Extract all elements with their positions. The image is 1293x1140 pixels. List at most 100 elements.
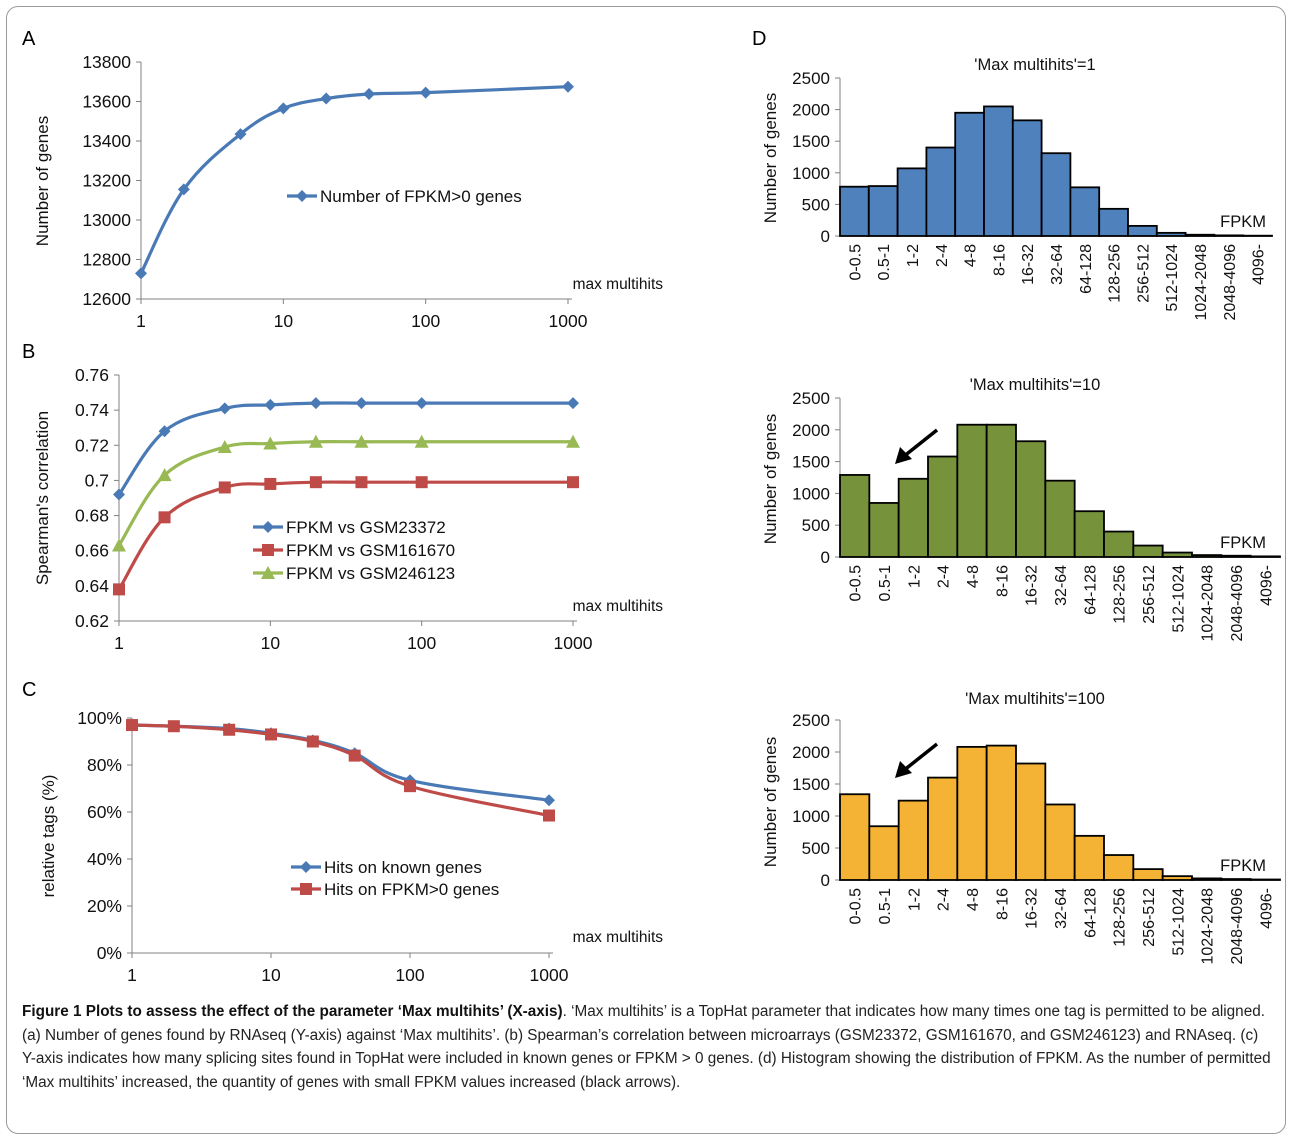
y-tick-label: 1500: [792, 775, 830, 794]
bar: [956, 745, 988, 881]
bar: [897, 799, 929, 881]
y-axis-label: relative tags (%): [39, 775, 58, 898]
bar: [868, 502, 900, 558]
y-tick-label: 13600: [82, 92, 131, 112]
data-point: [223, 723, 236, 736]
bar: [839, 474, 871, 558]
data-point: [167, 720, 180, 733]
x-tick-label: 1024-2048: [1193, 244, 1210, 321]
x-tick-label: 1-2: [906, 565, 923, 588]
figure-canvas: A B C D 12600128001300013200134001360013…: [22, 28, 1281, 985]
y-tick-label: 2500: [792, 389, 830, 408]
figure-frame: [6, 6, 1286, 1134]
data-point: [309, 397, 322, 410]
bar: [1069, 186, 1101, 237]
y-tick-label: 2000: [792, 421, 830, 440]
data-point: [566, 434, 580, 448]
bar: [1161, 551, 1193, 558]
y-tick-label: 0.76: [75, 365, 109, 385]
x-tick-label: 4-8: [963, 244, 980, 267]
bar: [1155, 231, 1187, 237]
data-point: [543, 794, 555, 807]
bar: [1213, 234, 1245, 237]
legend-marker: [300, 861, 312, 873]
series-line: [131, 723, 550, 802]
data-point: [217, 440, 232, 454]
panel-label-c: C: [22, 679, 36, 701]
data-point: [354, 434, 369, 448]
data-point: [158, 511, 171, 524]
x-tick-label: 10: [261, 633, 281, 653]
data-point: [265, 728, 277, 741]
data-point: [264, 398, 277, 411]
data-point: [414, 434, 429, 448]
bar: [868, 825, 900, 881]
legend-marker: [300, 883, 312, 895]
x-axis-label: FPKM: [1220, 534, 1266, 552]
legend-label: Hits on FPKM>0 genes: [324, 880, 499, 899]
y-tick-label: 12800: [82, 250, 131, 270]
y-tick-label: 0.66: [75, 541, 109, 561]
arrow-shaft: [901, 428, 939, 459]
x-tick-label: 512-1024: [1164, 244, 1181, 312]
bar: [1073, 834, 1105, 881]
x-tick-label: 32-64: [1049, 244, 1066, 285]
data-point: [309, 476, 322, 489]
data-point: [348, 749, 361, 762]
bar: [1191, 554, 1223, 558]
x-tick-label: 1024-2048: [1200, 565, 1217, 642]
data-point: [320, 92, 333, 105]
bar: [1098, 207, 1129, 237]
data-point: [177, 183, 190, 196]
y-tick-label: 500: [802, 195, 830, 214]
arrow-shaft: [901, 742, 939, 773]
bar: [956, 423, 988, 558]
y-tick-label: 2000: [792, 101, 830, 120]
x-tick-label: 128-256: [1112, 888, 1129, 947]
y-axis-label: Number of genes: [761, 93, 780, 223]
bar: [1191, 877, 1223, 881]
x-tick-label: 0-0.5: [848, 565, 865, 602]
x-tick-label: 2048-4096: [1229, 565, 1246, 642]
data-point: [264, 477, 277, 490]
x-tick-label: 64-128: [1082, 565, 1099, 615]
caption-text: . ‘Max multihits’ is a TopHat parameter …: [22, 1003, 1271, 1091]
y-tick-label: 0: [821, 871, 830, 890]
y-tick-label: 100%: [77, 708, 122, 728]
y-tick-label: 1500: [792, 132, 830, 151]
chart-title: 'Max multihits'=10: [970, 376, 1101, 394]
data-point: [113, 583, 125, 596]
y-tick-label: 80%: [87, 755, 122, 775]
bar: [1073, 510, 1105, 558]
x-tick-label: 10: [261, 965, 281, 985]
data-point: [404, 780, 416, 793]
y-tick-label: 1000: [792, 484, 830, 503]
x-tick-label: 100: [407, 633, 436, 653]
y-tick-label: 0.74: [75, 400, 109, 420]
x-tick-label: 4096-: [1258, 565, 1275, 606]
y-axis-label: Number of genes: [33, 116, 52, 246]
bar: [1015, 440, 1047, 558]
bar: [839, 185, 870, 237]
data-point: [263, 436, 278, 450]
x-tick-label: 64-128: [1082, 888, 1099, 938]
bar: [1127, 224, 1158, 237]
y-tick-label: 2500: [792, 69, 830, 88]
data-point: [355, 397, 368, 410]
chart-title: 'Max multihits'=1: [974, 56, 1095, 74]
data-point: [277, 102, 290, 115]
y-tick-label: 13800: [82, 52, 131, 72]
y-tick-label: 0: [821, 548, 830, 567]
x-tick-label: 4-8: [965, 888, 982, 911]
x-axis-label: FPKM: [1220, 213, 1266, 231]
data-point: [355, 476, 368, 489]
data-point: [113, 488, 125, 501]
bar: [927, 455, 959, 558]
bar: [1040, 152, 1072, 237]
y-tick-label: 0%: [97, 943, 122, 963]
data-point: [126, 719, 138, 732]
x-tick-label: 2-4: [936, 888, 953, 911]
y-tick-label: 0.64: [75, 576, 109, 596]
bar: [1132, 868, 1164, 881]
x-tick-label: 100: [395, 965, 424, 985]
